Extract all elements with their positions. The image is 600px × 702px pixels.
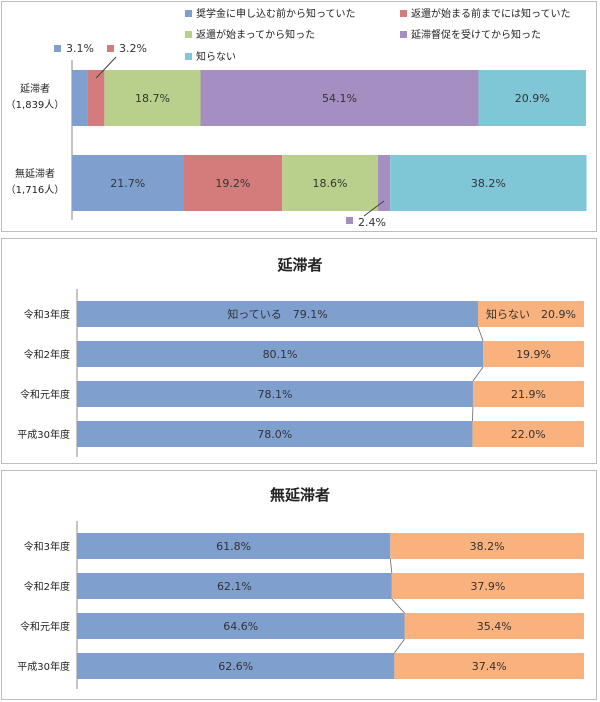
category-label: 無延滞者 (15, 167, 55, 180)
category-count: （1,839人） (6, 99, 65, 111)
bar-segment-dont-know (472, 421, 584, 447)
bar-segment-dont-know (404, 613, 584, 639)
bar-segment-dont-know (390, 533, 584, 559)
panel-overall: 奨学金に申し込む前から知っていた 返還が始まる前までには知っていた返還が始まってか… (1, 1, 597, 232)
chart-title: 無延滞者 (270, 486, 330, 504)
legend-label: 返還が始まる前までには知っていた (411, 7, 571, 20)
data-label: 37.4% (472, 660, 507, 673)
data-label: 22.0% (511, 428, 546, 441)
legend-swatch (400, 10, 407, 17)
legend-label: 返還が始まってから知った (196, 28, 315, 41)
series-connector (477, 326, 484, 342)
bar-segment-dont-know (391, 573, 584, 599)
legend-swatch (185, 31, 192, 38)
callout-leader (363, 200, 385, 217)
data-label: 78.0% (257, 428, 292, 441)
data-label: 38.2% (470, 540, 505, 553)
data-label: 37.9% (470, 580, 505, 593)
data-label: 38.2% (471, 177, 506, 190)
series-connector (391, 598, 405, 614)
bar-segment-know (77, 381, 473, 407)
category-label: 平成30年度 (17, 660, 70, 673)
data-label: 80.1% (263, 348, 298, 361)
category-label: 延滞者 (20, 83, 50, 95)
data-label: 35.4% (477, 620, 512, 633)
data-label: 20.9% (515, 92, 550, 105)
category-label: 令和3年度 (24, 540, 70, 553)
data-label: 19.2% (215, 177, 250, 190)
data-label: 78.1% (258, 388, 293, 401)
legend-label: 延滞督促を受けてから知った (411, 28, 541, 41)
bar-segment (104, 70, 201, 126)
panel-non-delinquent: 無延滞者令和3年度 61.8% 38.2% 令和2年度 62.1% 37.9% 令和元年度 6… (1, 470, 597, 700)
legend-label: 奨学金に申し込む前から知っていた (196, 7, 356, 20)
legend-swatch (185, 10, 192, 17)
bar-segment (478, 70, 586, 126)
category-label: 令和元年度 (20, 388, 70, 401)
data-label: 知らない 20.9% (486, 307, 576, 321)
series-connector (389, 558, 393, 574)
data-label: 61.8% (216, 540, 251, 553)
category-label: 令和2年度 (24, 580, 70, 593)
chart-title: 延滞者 (276, 256, 322, 274)
data-label-callout: 3.2% (119, 42, 147, 55)
callout-swatch (346, 217, 353, 224)
bar-segment (72, 70, 88, 126)
bar-segment-dont-know (472, 381, 584, 407)
bar-segment (282, 155, 378, 211)
bar-segment (72, 155, 184, 211)
category-label: 平成30年度 (17, 428, 70, 441)
legend-label: 知らない (196, 50, 236, 63)
data-label: 21.7% (110, 177, 145, 190)
data-label: 知っている 79.1% (227, 307, 327, 321)
data-label: 64.6% (223, 620, 258, 633)
bar-segment-know (77, 533, 391, 559)
legend-swatch (185, 53, 192, 60)
data-label-callout: 2.4% (358, 216, 386, 229)
bar-segment-dont-know (483, 341, 584, 367)
series-connector (472, 366, 484, 382)
chart-overall: 奨学金に申し込む前から知っていた 返還が始まる前までには知っていた返還が始まってか… (6, 7, 587, 229)
data-label: 18.7% (135, 92, 170, 105)
data-label: 62.1% (217, 580, 252, 593)
series-connector (472, 406, 474, 422)
callout-leader (95, 56, 117, 79)
data-label: 62.6% (218, 660, 253, 673)
callout-swatch (54, 45, 61, 52)
bar-segment (390, 155, 587, 211)
bar-segment (183, 155, 283, 211)
data-label: 21.9% (511, 388, 546, 401)
callout-swatch (107, 45, 114, 52)
series-connector (394, 638, 405, 654)
panel-delinquent: 延滞者令和3年度 知っている 79.1% 知らない 20.9% 令和2年度 80.1% 1… (1, 238, 597, 464)
bar-segment-dont-know (478, 301, 584, 327)
bar-segment-know (77, 341, 484, 367)
bar-segment-know (77, 573, 392, 599)
bar-segment-know (77, 301, 479, 327)
bar-segment-dont-know (394, 653, 584, 679)
data-label-callout: 3.1% (66, 42, 94, 55)
bar-segment (377, 155, 391, 211)
category-label: 令和3年度 (24, 308, 70, 321)
bar-segment (87, 70, 105, 126)
bar-segment (200, 70, 479, 126)
category-label: 令和元年度 (20, 620, 70, 633)
bar-segment-know (77, 421, 473, 447)
bar-segment-know (77, 613, 405, 639)
category-count: （1,716人） (6, 184, 65, 196)
data-label: 54.1% (322, 92, 357, 105)
data-label: 19.9% (516, 348, 551, 361)
category-label: 令和2年度 (24, 348, 70, 361)
legend-swatch (400, 31, 407, 38)
bar-segment-know (77, 653, 395, 679)
data-label: 18.6% (313, 177, 348, 190)
